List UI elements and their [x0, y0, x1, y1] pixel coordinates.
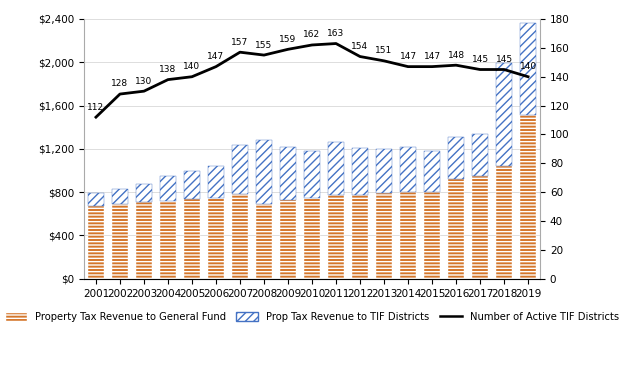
Bar [424, 151, 441, 192]
Bar [160, 176, 177, 201]
Bar [280, 200, 296, 279]
Number of Active TIF Districts [524, 74, 532, 79]
Bar [135, 202, 152, 279]
Bar [351, 196, 368, 279]
Number of Active TIF Districts [356, 54, 364, 59]
Text: 112: 112 [87, 103, 104, 112]
Bar [328, 142, 344, 195]
Text: 163: 163 [328, 29, 344, 38]
Bar [520, 115, 537, 279]
Bar [376, 193, 392, 279]
Text: 157: 157 [232, 38, 248, 47]
Bar [183, 171, 200, 199]
Text: 140: 140 [520, 62, 537, 71]
Text: 145: 145 [495, 55, 512, 64]
Bar [376, 149, 392, 193]
Bar [399, 147, 416, 192]
Bar [232, 144, 248, 194]
Bar [135, 184, 152, 202]
Bar [256, 140, 273, 204]
Bar [472, 134, 489, 176]
Bar [87, 206, 104, 279]
Bar [304, 151, 320, 197]
Text: 145: 145 [472, 55, 489, 64]
Number of Active TIF Districts [236, 50, 244, 55]
Bar [256, 204, 273, 279]
Bar [447, 179, 464, 279]
Number of Active TIF Districts [308, 43, 316, 47]
Bar [208, 197, 225, 279]
Number of Active TIF Districts [212, 64, 220, 69]
Text: 151: 151 [376, 46, 392, 55]
Bar [495, 166, 512, 279]
Bar [208, 166, 225, 197]
Bar [351, 148, 368, 196]
Bar [328, 195, 344, 279]
Number of Active TIF Districts [404, 64, 412, 69]
Text: 130: 130 [135, 77, 153, 86]
Number of Active TIF Districts [332, 41, 339, 46]
Bar [304, 197, 320, 279]
Text: 155: 155 [255, 40, 273, 50]
Line: Number of Active TIF Districts: Number of Active TIF Districts [96, 44, 528, 117]
Bar [112, 189, 129, 204]
Bar [472, 176, 489, 279]
Text: 147: 147 [399, 52, 417, 61]
Number of Active TIF Districts [140, 89, 148, 94]
Number of Active TIF Districts [476, 67, 484, 72]
Bar [280, 147, 296, 200]
Text: 162: 162 [303, 31, 321, 39]
Legend: Property Tax Revenue to General Fund, Prop Tax Revenue to TIF Districts, Number : Property Tax Revenue to General Fund, Pr… [1, 308, 623, 326]
Number of Active TIF Districts [260, 53, 268, 57]
Text: 128: 128 [112, 79, 129, 89]
Text: 147: 147 [207, 52, 225, 61]
Bar [112, 204, 129, 279]
Text: 154: 154 [351, 42, 369, 51]
Text: 148: 148 [447, 51, 465, 60]
Bar [495, 63, 512, 166]
Number of Active TIF Districts [452, 63, 460, 68]
Number of Active TIF Districts [380, 58, 388, 63]
Number of Active TIF Districts [116, 92, 124, 96]
Bar [399, 192, 416, 279]
Text: 140: 140 [183, 62, 200, 71]
Bar [520, 23, 537, 115]
Bar [87, 193, 104, 206]
Number of Active TIF Districts [164, 77, 172, 82]
Text: 159: 159 [280, 35, 296, 44]
Bar [424, 192, 441, 279]
Bar [232, 194, 248, 279]
Number of Active TIF Districts [188, 74, 196, 79]
Bar [160, 201, 177, 279]
Bar [183, 199, 200, 279]
Bar [447, 137, 464, 179]
Number of Active TIF Districts [285, 47, 292, 52]
Number of Active TIF Districts [92, 115, 100, 120]
Number of Active TIF Districts [428, 64, 436, 69]
Number of Active TIF Districts [500, 67, 508, 72]
Text: 138: 138 [159, 65, 177, 74]
Text: 147: 147 [424, 52, 441, 61]
